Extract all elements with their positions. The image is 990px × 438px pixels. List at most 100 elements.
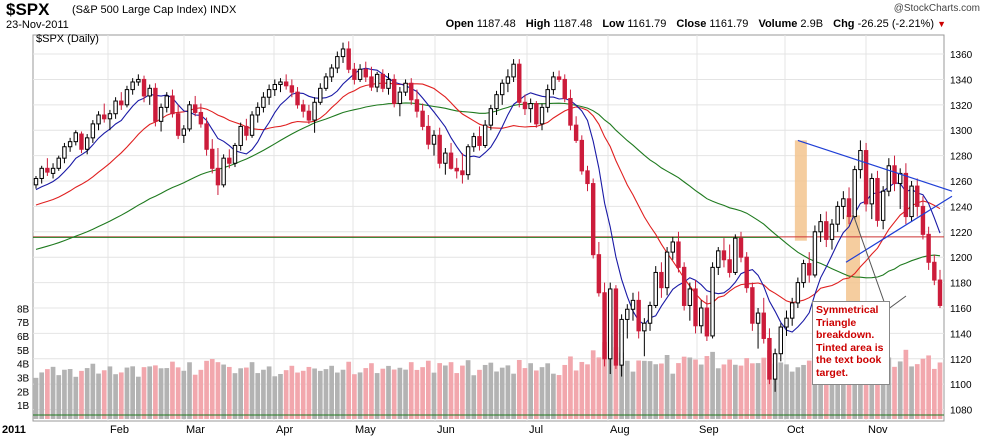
candle-body bbox=[266, 89, 272, 98]
candle-body bbox=[164, 95, 169, 108]
volume-bar bbox=[596, 357, 602, 419]
volume-bar bbox=[767, 350, 772, 419]
volume-bar bbox=[113, 374, 118, 419]
volume-bar bbox=[914, 364, 920, 419]
candle-body bbox=[153, 87, 158, 122]
candle-body bbox=[198, 111, 204, 125]
volume-tick-label: 8B bbox=[17, 304, 30, 315]
month-label: Sep bbox=[699, 424, 719, 436]
candle-body bbox=[755, 312, 761, 324]
chart-header: $SPX (S&P 500 Large Cap Index) INDX 23-N… bbox=[0, 0, 990, 34]
candle-body bbox=[505, 76, 511, 84]
candle-body bbox=[801, 263, 806, 284]
candle-body bbox=[221, 157, 226, 186]
ma-short-line bbox=[35, 67, 941, 333]
candle-body bbox=[426, 125, 431, 145]
volume-bar bbox=[568, 356, 573, 419]
volume-bar bbox=[698, 364, 704, 419]
candle-body bbox=[744, 256, 749, 289]
volume-bar bbox=[84, 368, 90, 419]
high-value: 1187.48 bbox=[553, 18, 593, 30]
candle-body bbox=[443, 152, 448, 164]
volume-bar bbox=[653, 364, 659, 419]
volume-bar bbox=[73, 376, 79, 419]
volume-bar bbox=[858, 362, 863, 419]
volume-bar bbox=[750, 363, 755, 419]
candle-body bbox=[909, 185, 914, 218]
candle-body bbox=[710, 266, 715, 337]
candle-body bbox=[596, 254, 602, 294]
triangle-lower-trendline bbox=[845, 195, 953, 263]
volume-bar bbox=[141, 367, 147, 419]
volume-bar bbox=[357, 372, 363, 419]
volume-bar bbox=[340, 369, 346, 419]
volume-bar bbox=[505, 365, 511, 419]
volume-bar bbox=[516, 359, 522, 419]
candle-body bbox=[363, 68, 368, 78]
price-tick-label: 1280 bbox=[950, 152, 973, 163]
volume-bar bbox=[755, 363, 761, 419]
low-label: Low bbox=[602, 18, 625, 30]
down-arrow-icon: ▼ bbox=[937, 19, 946, 29]
ticker-symbol: $SPX bbox=[6, 0, 50, 19]
price-tick-label: 1320 bbox=[950, 101, 973, 112]
volume-bar bbox=[869, 364, 875, 419]
volume-bar bbox=[488, 362, 494, 419]
candle-body bbox=[920, 205, 926, 235]
candle-body bbox=[897, 172, 903, 185]
candle-body bbox=[380, 73, 386, 89]
candle-body bbox=[664, 251, 670, 289]
volume-bar bbox=[386, 365, 391, 419]
candle-body bbox=[778, 326, 784, 355]
annotation-box: Symmetrical Triangle breakdown. Tinted a… bbox=[812, 301, 890, 385]
volume-bar bbox=[374, 373, 380, 419]
volume-bar bbox=[39, 372, 45, 419]
candle-body bbox=[926, 233, 931, 263]
volume-bar bbox=[499, 367, 505, 419]
candle-body bbox=[733, 237, 738, 273]
candle-body bbox=[619, 318, 624, 366]
candle-body bbox=[90, 123, 96, 139]
candle-body bbox=[130, 81, 135, 91]
volume-bar bbox=[795, 367, 801, 419]
candle-body bbox=[562, 78, 567, 99]
volume-bar bbox=[920, 358, 926, 419]
volume-bar bbox=[414, 369, 420, 419]
volume-bar bbox=[244, 367, 249, 419]
candle-body bbox=[329, 67, 334, 78]
volume-tick-label: 2B bbox=[17, 387, 30, 398]
low-value: 1161.79 bbox=[627, 18, 667, 30]
volume-bar bbox=[437, 363, 443, 419]
candle-body bbox=[494, 94, 499, 110]
volume-bar bbox=[931, 368, 937, 419]
candle-body bbox=[727, 259, 732, 273]
candle-body bbox=[642, 322, 647, 332]
candle-body bbox=[585, 170, 590, 185]
price-tick-label: 1180 bbox=[950, 279, 972, 290]
volume-bar bbox=[642, 360, 647, 419]
volume-bar bbox=[676, 363, 681, 419]
volume-bar bbox=[175, 367, 181, 419]
candle-body bbox=[323, 76, 329, 89]
candle-body bbox=[107, 113, 113, 120]
candle-body bbox=[357, 68, 363, 80]
candle-body bbox=[522, 101, 528, 110]
volume-bar bbox=[96, 373, 101, 419]
volume-bar bbox=[198, 369, 204, 419]
month-label: Mar bbox=[186, 424, 205, 436]
volume-bar bbox=[266, 366, 272, 419]
volume-bar bbox=[812, 360, 818, 419]
volume-bar bbox=[778, 362, 784, 419]
candle-body bbox=[937, 279, 943, 306]
candle-body bbox=[812, 231, 818, 276]
candle-body bbox=[784, 317, 789, 328]
volume-tick-label: 4B bbox=[17, 360, 30, 371]
candle-body bbox=[124, 89, 130, 106]
volume-bar bbox=[346, 361, 352, 419]
candle-body bbox=[630, 299, 636, 310]
volume-bar bbox=[880, 358, 886, 419]
volume-bar bbox=[261, 369, 266, 419]
candle-body bbox=[397, 91, 403, 105]
volume-bar bbox=[272, 376, 278, 419]
volume-bar bbox=[312, 368, 317, 419]
